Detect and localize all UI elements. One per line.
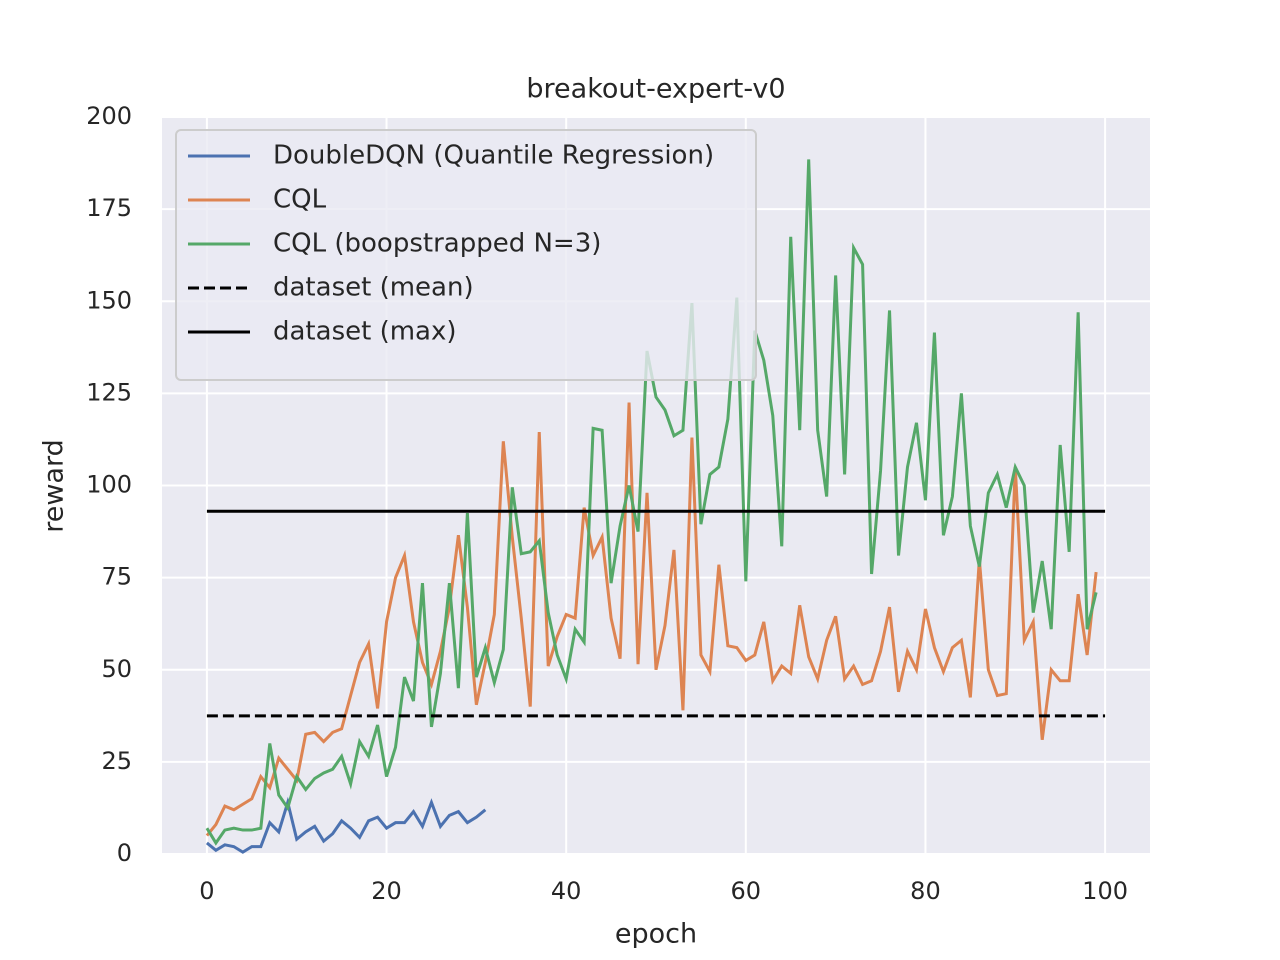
x-tick-label: 100 xyxy=(1082,877,1128,905)
y-tick-label: 75 xyxy=(101,563,132,591)
y-tick-label: 25 xyxy=(101,747,132,775)
line xyxy=(205,796,487,854)
legend-box xyxy=(175,129,757,381)
y-tick-label: 125 xyxy=(86,378,132,406)
legend-label: DoubleDQN (Quantile Regression) xyxy=(273,141,714,171)
legend-label: CQL (boopstrapped N=3) xyxy=(273,229,601,259)
y-axis-label: reward xyxy=(39,439,70,533)
line xyxy=(205,402,1098,837)
y-tick-label: 100 xyxy=(86,471,132,499)
y-tick-label: 175 xyxy=(86,194,132,222)
y-tick-label: 50 xyxy=(101,655,132,683)
x-tick-label: 40 xyxy=(551,877,582,905)
chart-title: breakout-expert-v0 xyxy=(526,74,785,105)
x-tick-label: 20 xyxy=(371,877,402,905)
legend-label: dataset (max) xyxy=(273,317,457,347)
y-tick-label: 200 xyxy=(86,102,132,130)
x-tick-label: 60 xyxy=(731,877,762,905)
x-tick-label: 0 xyxy=(199,877,214,905)
y-tick-label: 0 xyxy=(117,839,132,867)
x-tick-label: 80 xyxy=(910,877,941,905)
x-axis-label: epoch xyxy=(615,919,697,950)
y-tick-label: 150 xyxy=(86,286,132,314)
legend-label: CQL xyxy=(273,185,327,215)
legend-label: dataset (mean) xyxy=(273,273,474,303)
